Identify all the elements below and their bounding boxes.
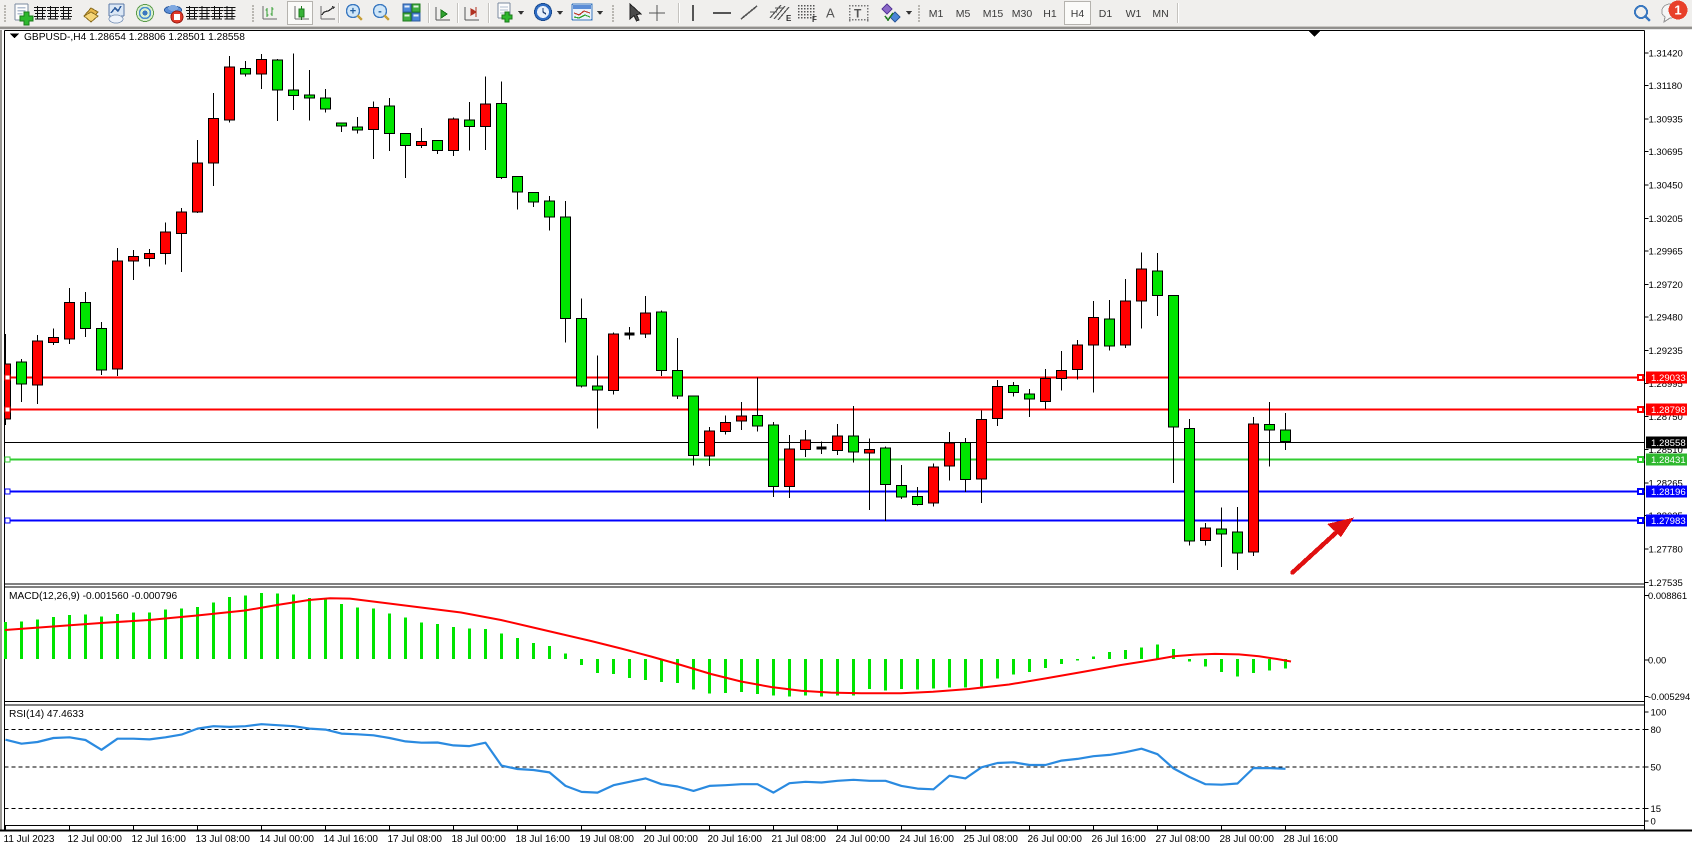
svg-text:0.008861: 0.008861 xyxy=(1648,590,1687,601)
svg-text:19 Jul 08:00: 19 Jul 08:00 xyxy=(580,834,635,845)
svg-text:1.28510: 1.28510 xyxy=(1649,445,1683,456)
svg-text:26 Jul 00:00: 26 Jul 00:00 xyxy=(1028,834,1083,845)
svg-text:100: 100 xyxy=(1651,708,1667,719)
svg-text:+: + xyxy=(350,6,356,18)
svg-text:MN: MN xyxy=(1152,8,1168,20)
svg-text:12 Jul 16:00: 12 Jul 16:00 xyxy=(132,834,187,845)
svg-text:RSI(14) 47.4633: RSI(14) 47.4633 xyxy=(9,709,84,720)
svg-text:F: F xyxy=(812,15,817,24)
svg-text:1.29965: 1.29965 xyxy=(1649,247,1683,258)
svg-text:1.28798: 1.28798 xyxy=(1651,405,1686,416)
svg-text:20 Jul 16:00: 20 Jul 16:00 xyxy=(708,834,763,845)
svg-text:1: 1 xyxy=(1674,3,1681,18)
svg-text:15: 15 xyxy=(1651,804,1662,815)
svg-text:18 Jul 16:00: 18 Jul 16:00 xyxy=(516,834,571,845)
svg-text:25 Jul 08:00: 25 Jul 08:00 xyxy=(964,834,1019,845)
svg-text:MACD(12,26,9) -0.001560 -0.000: MACD(12,26,9) -0.001560 -0.000796 xyxy=(9,591,178,602)
svg-text:1.28558: 1.28558 xyxy=(1651,438,1686,449)
svg-text:E: E xyxy=(786,14,792,23)
svg-text:27 Jul 08:00: 27 Jul 08:00 xyxy=(1156,834,1211,845)
svg-text:M1: M1 xyxy=(929,8,944,20)
svg-text:1.28431: 1.28431 xyxy=(1651,455,1686,466)
svg-text:20 Jul 00:00: 20 Jul 00:00 xyxy=(644,834,699,845)
svg-text:H4: H4 xyxy=(1071,8,1085,20)
svg-text:M5: M5 xyxy=(956,8,971,20)
svg-text:-: - xyxy=(378,6,382,18)
svg-text:13 Jul 08:00: 13 Jul 08:00 xyxy=(196,834,251,845)
svg-text:24 Jul 16:00: 24 Jul 16:00 xyxy=(900,834,955,845)
svg-text:1.27983: 1.27983 xyxy=(1651,516,1686,527)
svg-text:T: T xyxy=(854,7,862,21)
svg-text:11 Jul 2023: 11 Jul 2023 xyxy=(4,834,55,845)
svg-text:17 Jul 08:00: 17 Jul 08:00 xyxy=(388,834,443,845)
svg-text:1.30695: 1.30695 xyxy=(1649,147,1683,158)
svg-text:1.29033: 1.29033 xyxy=(1651,373,1686,384)
svg-text:W1: W1 xyxy=(1126,8,1142,20)
svg-text:80: 80 xyxy=(1651,725,1662,736)
svg-text:1.30450: 1.30450 xyxy=(1649,181,1683,192)
svg-text:1.30935: 1.30935 xyxy=(1649,114,1683,125)
svg-text:1.28196: 1.28196 xyxy=(1651,487,1686,498)
svg-text:-0.005294: -0.005294 xyxy=(1648,691,1690,702)
svg-text:A: A xyxy=(826,6,835,21)
svg-text:1.28265: 1.28265 xyxy=(1649,478,1683,489)
svg-text:M30: M30 xyxy=(1012,8,1033,20)
svg-text:14 Jul 16:00: 14 Jul 16:00 xyxy=(324,834,379,845)
svg-text:1.31180: 1.31180 xyxy=(1649,81,1683,92)
svg-text:50: 50 xyxy=(1651,763,1662,774)
svg-text:1.29235: 1.29235 xyxy=(1649,346,1683,357)
svg-text:0: 0 xyxy=(1651,817,1656,828)
svg-text:1.30205: 1.30205 xyxy=(1649,214,1683,225)
svg-text:1.29720: 1.29720 xyxy=(1649,280,1683,291)
svg-text:28 Jul 16:00: 28 Jul 16:00 xyxy=(1284,834,1339,845)
svg-text:1.27535: 1.27535 xyxy=(1649,578,1683,589)
svg-text:21 Jul 08:00: 21 Jul 08:00 xyxy=(772,834,827,845)
svg-text:1.27780: 1.27780 xyxy=(1649,544,1683,555)
svg-text:1.31420: 1.31420 xyxy=(1649,48,1683,59)
svg-text:D1: D1 xyxy=(1099,8,1113,20)
svg-text:28 Jul 00:00: 28 Jul 00:00 xyxy=(1220,834,1275,845)
svg-text:H1: H1 xyxy=(1043,8,1057,20)
svg-text:12 Jul 00:00: 12 Jul 00:00 xyxy=(68,834,123,845)
svg-text:18 Jul 00:00: 18 Jul 00:00 xyxy=(452,834,507,845)
svg-text:GBPUSD-,H4 1.28654 1.28806 1.: GBPUSD-,H4 1.28654 1.28806 1.28501 1.285… xyxy=(24,32,245,43)
svg-text:0.00: 0.00 xyxy=(1648,655,1666,666)
svg-text:26 Jul 16:00: 26 Jul 16:00 xyxy=(1092,834,1147,845)
svg-text:14 Jul 00:00: 14 Jul 00:00 xyxy=(260,834,315,845)
svg-text:1.29480: 1.29480 xyxy=(1649,313,1683,324)
svg-text:24 Jul 00:00: 24 Jul 00:00 xyxy=(836,834,891,845)
svg-text:1.28750: 1.28750 xyxy=(1649,412,1683,423)
svg-text:M15: M15 xyxy=(983,8,1004,20)
svg-text:1.28995: 1.28995 xyxy=(1649,379,1683,390)
